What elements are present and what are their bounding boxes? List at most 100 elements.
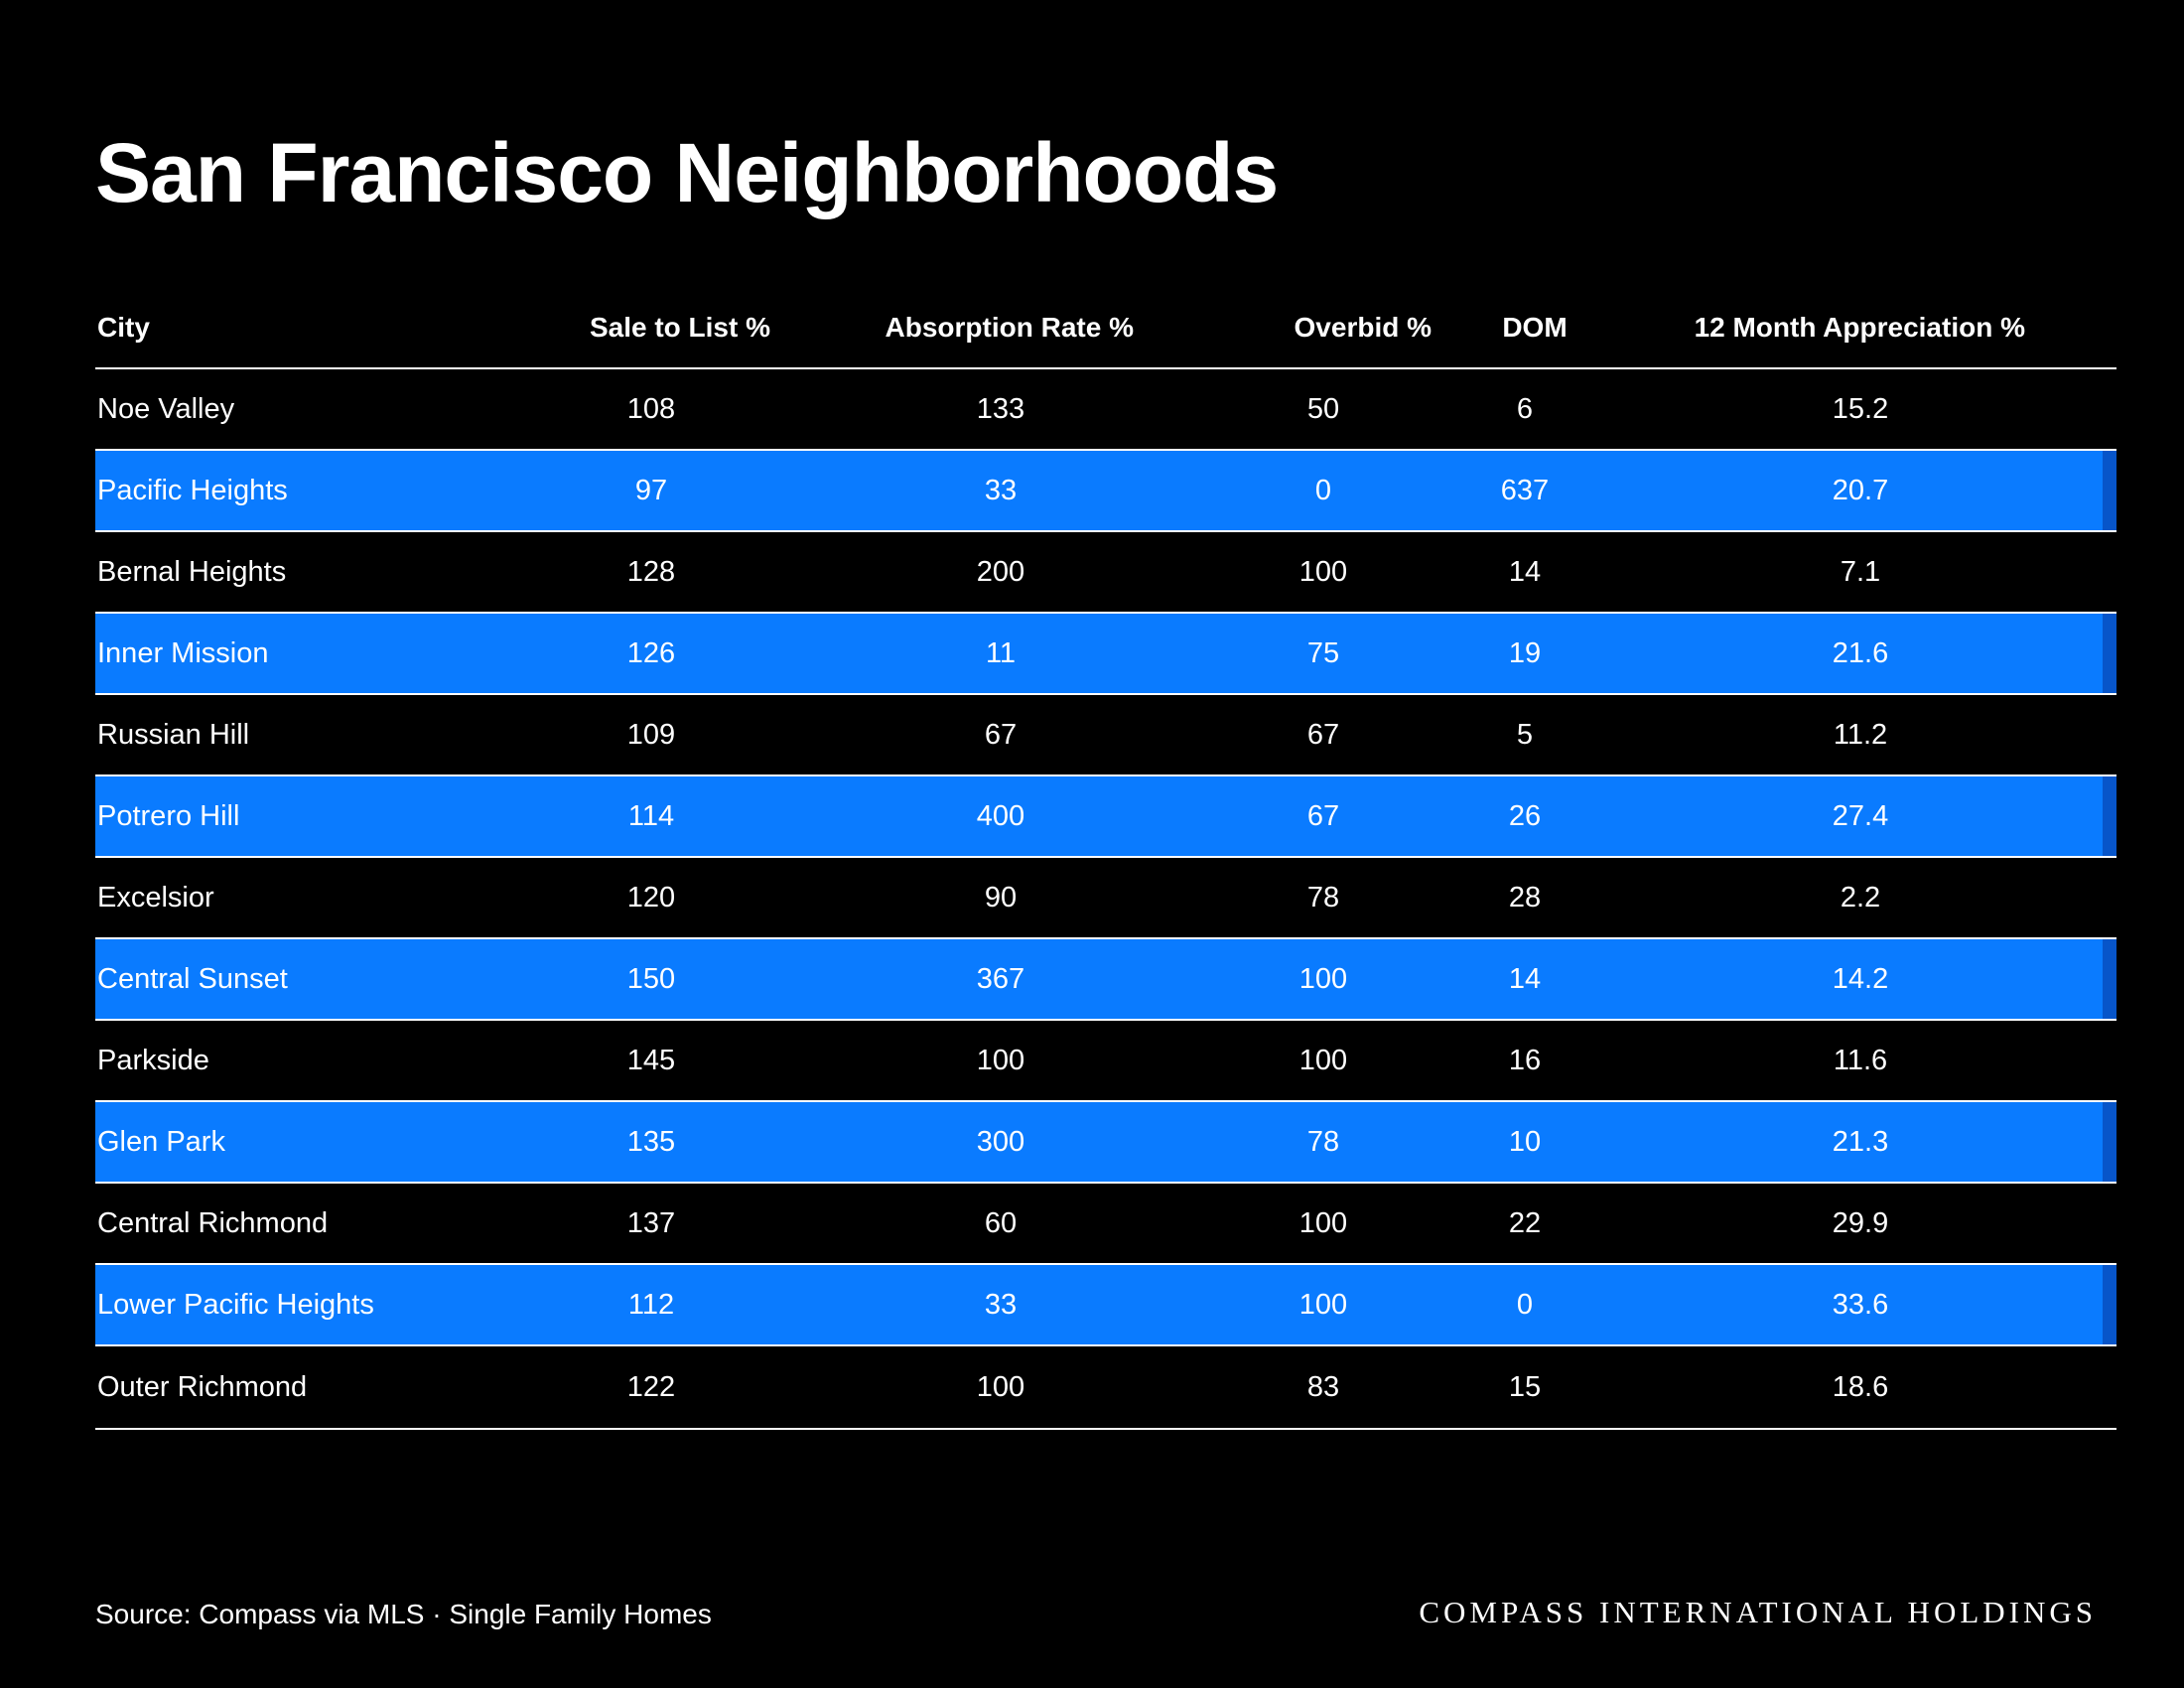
cell-city: Parkside xyxy=(97,1044,209,1076)
table-header: City Sale to List % Absorption Rate % Ov… xyxy=(95,288,2116,369)
table-row: Noe Valley 108 133 50 6 15.2 xyxy=(95,369,2116,451)
cell-overbid: 67 xyxy=(1306,718,1340,751)
cell-absorption-rate: 400 xyxy=(976,799,1025,832)
cell-appreciation: 15.2 xyxy=(1832,392,1889,425)
cell-overbid: 100 xyxy=(1298,1044,1348,1076)
cell-absorption-rate: 67 xyxy=(984,718,1018,751)
header-appreciation: 12 Month Appreciation % xyxy=(1694,312,2025,343)
cell-dom: 0 xyxy=(1516,1288,1534,1321)
table-row: Central Richmond 137 60 100 22 29.9 xyxy=(95,1184,2116,1265)
cell-sale-to-list: 126 xyxy=(626,636,676,669)
cell-dom: 6 xyxy=(1516,392,1534,425)
page-title: San Francisco Neighborhoods xyxy=(95,126,1279,219)
cell-dom: 15 xyxy=(1508,1370,1542,1403)
cell-sale-to-list: 120 xyxy=(626,881,676,914)
cell-dom: 22 xyxy=(1508,1206,1542,1239)
cell-overbid: 75 xyxy=(1306,636,1340,669)
cell-city: Glen Park xyxy=(97,1125,225,1158)
neighborhood-table: City Sale to List % Absorption Rate % Ov… xyxy=(95,288,2116,1430)
cell-city: Pacific Heights xyxy=(97,474,288,506)
cell-sale-to-list: 114 xyxy=(627,799,675,832)
cell-absorption-rate: 33 xyxy=(984,474,1018,506)
cell-dom: 14 xyxy=(1508,962,1542,995)
cell-appreciation: 21.3 xyxy=(1832,1125,1889,1158)
cell-dom: 10 xyxy=(1508,1125,1542,1158)
cell-city: Outer Richmond xyxy=(97,1370,308,1403)
header-city: City xyxy=(97,312,150,343)
table-row: Outer Richmond 122 100 83 15 18.6 xyxy=(95,1346,2116,1428)
cell-sale-to-list: 128 xyxy=(626,555,676,588)
cell-city: Central Sunset xyxy=(97,962,288,995)
cell-overbid: 78 xyxy=(1306,881,1340,914)
cell-appreciation: 7.1 xyxy=(1840,555,1881,588)
cell-absorption-rate: 11 xyxy=(985,636,1017,669)
cell-overbid: 100 xyxy=(1298,962,1348,995)
cell-sale-to-list: 112 xyxy=(627,1288,675,1321)
cell-absorption-rate: 100 xyxy=(976,1370,1025,1403)
table-row: Bernal Heights 128 200 100 14 7.1 xyxy=(95,532,2116,614)
cell-absorption-rate: 133 xyxy=(976,392,1025,425)
cell-appreciation: 11.6 xyxy=(1833,1044,1888,1076)
cell-city: Noe Valley xyxy=(97,392,235,425)
cell-sale-to-list: 122 xyxy=(626,1370,676,1403)
cell-city: Bernal Heights xyxy=(97,555,287,588)
cell-city: Excelsior xyxy=(97,881,214,914)
table-row: Pacific Heights 97 33 0 637 20.7 xyxy=(95,451,2116,532)
cell-absorption-rate: 33 xyxy=(984,1288,1018,1321)
cell-overbid: 83 xyxy=(1306,1370,1340,1403)
cell-dom: 637 xyxy=(1500,474,1550,506)
table-row: Excelsior 120 90 78 28 2.2 xyxy=(95,858,2116,939)
header-absorption-rate: Absorption Rate % xyxy=(885,312,1134,343)
cell-absorption-rate: 367 xyxy=(976,962,1025,995)
table-row: Lower Pacific Heights 112 33 100 0 33.6 xyxy=(95,1265,2116,1346)
header-overbid: Overbid % xyxy=(1294,312,1432,343)
cell-dom: 14 xyxy=(1508,555,1542,588)
cell-sale-to-list: 145 xyxy=(626,1044,676,1076)
cell-overbid: 0 xyxy=(1314,474,1332,506)
cell-dom: 26 xyxy=(1508,799,1542,832)
table-row: Glen Park 135 300 78 10 21.3 xyxy=(95,1102,2116,1184)
cell-sale-to-list: 108 xyxy=(626,392,676,425)
cell-city: Central Richmond xyxy=(97,1206,329,1239)
cell-appreciation: 11.2 xyxy=(1833,718,1888,751)
brand-logo-text: COMPASS INTERNATIONAL HOLDINGS xyxy=(1419,1595,2097,1629)
cell-dom: 19 xyxy=(1508,636,1542,669)
cell-appreciation: 21.6 xyxy=(1832,636,1889,669)
cell-appreciation: 29.9 xyxy=(1832,1206,1889,1239)
table-row: Central Sunset 150 367 100 14 14.2 xyxy=(95,939,2116,1021)
cell-dom: 5 xyxy=(1516,718,1534,751)
cell-sale-to-list: 135 xyxy=(626,1125,676,1158)
cell-overbid: 50 xyxy=(1306,392,1340,425)
header-dom: DOM xyxy=(1502,312,1568,343)
cell-appreciation: 14.2 xyxy=(1832,962,1889,995)
cell-absorption-rate: 200 xyxy=(976,555,1025,588)
cell-appreciation: 2.2 xyxy=(1840,881,1881,914)
cell-appreciation: 27.4 xyxy=(1832,799,1889,832)
table-row: Potrero Hill 114 400 67 26 27.4 xyxy=(95,776,2116,858)
cell-overbid: 67 xyxy=(1306,799,1340,832)
cell-overbid: 78 xyxy=(1306,1125,1340,1158)
table-row: Inner Mission 126 11 75 19 21.6 xyxy=(95,614,2116,695)
cell-sale-to-list: 150 xyxy=(626,962,676,995)
cell-overbid: 100 xyxy=(1298,1206,1348,1239)
cell-sale-to-list: 137 xyxy=(626,1206,676,1239)
cell-absorption-rate: 100 xyxy=(976,1044,1025,1076)
cell-appreciation: 20.7 xyxy=(1832,474,1889,506)
cell-absorption-rate: 90 xyxy=(984,881,1018,914)
table-body: Noe Valley 108 133 50 6 15.2 Pacific Heights 97… xyxy=(95,369,2116,1430)
cell-city: Potrero Hill xyxy=(97,799,240,832)
cell-dom: 28 xyxy=(1508,881,1542,914)
cell-city: Inner Mission xyxy=(97,636,269,669)
cell-overbid: 100 xyxy=(1298,555,1348,588)
cell-city: Russian Hill xyxy=(97,718,250,751)
table-row: Russian Hill 109 67 67 5 11.2 xyxy=(95,695,2116,776)
cell-city: Lower Pacific Heights xyxy=(97,1288,374,1321)
cell-appreciation: 33.6 xyxy=(1832,1288,1889,1321)
cell-absorption-rate: 60 xyxy=(984,1206,1018,1239)
cell-absorption-rate: 300 xyxy=(976,1125,1025,1158)
header-sale-to-list: Sale to List % xyxy=(589,312,770,343)
table-row: Parkside 145 100 100 16 11.6 xyxy=(95,1021,2116,1102)
cell-sale-to-list: 109 xyxy=(626,718,676,751)
source-note: Source: Compass via MLS · Single Family … xyxy=(95,1599,712,1629)
cell-overbid: 100 xyxy=(1298,1288,1348,1321)
